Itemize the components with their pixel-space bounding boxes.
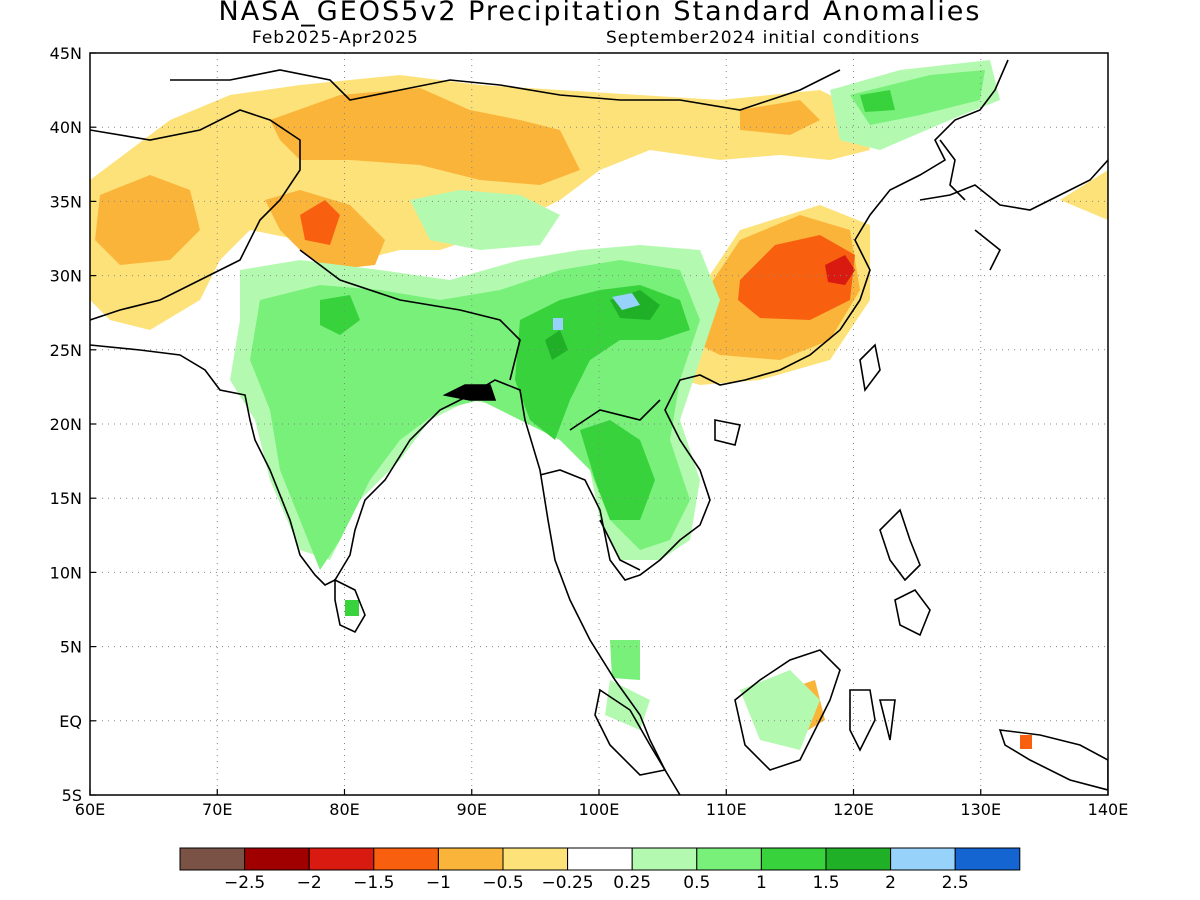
coastlines xyxy=(90,59,1108,795)
colorbar-swatch xyxy=(244,847,310,871)
central-asia-borders xyxy=(90,109,301,321)
colorbar: −2.5 −2 −1.5 −1 −0.5 −0.25 0.25 0.5 1 1.5 2 2.5 xyxy=(179,847,1021,893)
lat-tick-label: 25N xyxy=(50,341,82,360)
colorbar-swatch xyxy=(437,847,504,871)
taiwan-outline xyxy=(859,343,881,392)
colorbar-label: −2 xyxy=(297,873,322,893)
grid-lines xyxy=(90,53,1108,795)
anomaly-strong-dry xyxy=(300,200,1032,749)
colorbar-swatch xyxy=(631,847,698,871)
lon-tick-label: 110E xyxy=(706,800,747,819)
colorbar-swatch xyxy=(696,847,762,871)
hainan-outline xyxy=(714,419,741,446)
korea-outline xyxy=(939,139,966,201)
lon-tick-label: 60E xyxy=(75,800,105,819)
latitude-axis: 45N 40N 35N 30N 25N 20N 15N 10N 5N EQ 5S xyxy=(50,44,96,805)
bangladesh-delta xyxy=(442,384,497,401)
indochina-borders xyxy=(569,399,661,571)
initial-conditions: September2024 initial conditions xyxy=(606,28,921,48)
colorbar-label: −2.5 xyxy=(224,873,265,893)
longitude-axis: 60E 70E 80E 90E 100E 110E 120E 130E 140E xyxy=(75,789,1129,819)
forecast-period: Feb2025-Apr2025 xyxy=(252,28,419,48)
colorbar-swatch xyxy=(308,847,375,871)
lat-tick-label: 5S xyxy=(62,786,82,805)
colorbar-swatch xyxy=(567,847,633,871)
colorbar-swatch xyxy=(825,847,892,871)
sri-lanka-outline xyxy=(334,578,366,634)
colorbar-label: −0.25 xyxy=(542,873,594,893)
map-title: NASA_GEOS5v2 Precipitation Standard Anom… xyxy=(218,0,982,27)
colorbar-label: 2 xyxy=(885,873,896,893)
philippines-outline xyxy=(879,508,931,637)
colorbar-label: 2.5 xyxy=(942,873,969,893)
lat-tick-label: 15N xyxy=(50,489,82,508)
northern-borders xyxy=(170,69,841,111)
new-guinea-outline xyxy=(998,729,1108,791)
lat-tick-label: 5N xyxy=(60,638,82,657)
lon-tick-label: 100E xyxy=(579,800,620,819)
borneo-outline xyxy=(734,649,841,771)
sulawesi-outline xyxy=(849,689,896,752)
lon-tick-label: 130E xyxy=(960,800,1001,819)
colorbar-label: 1 xyxy=(756,873,767,893)
lon-tick-label: 80E xyxy=(329,800,359,819)
colorbar-label: 0.5 xyxy=(683,873,710,893)
colorbar-label: 0.25 xyxy=(613,873,651,893)
colorbar-swatch xyxy=(373,847,439,871)
lat-tick-label: 10N xyxy=(50,563,82,582)
lon-tick-label: 120E xyxy=(833,800,874,819)
lat-tick-label: 30N xyxy=(50,267,82,286)
lat-tick-label: 20N xyxy=(50,415,82,434)
lat-tick-label: 35N xyxy=(50,192,82,211)
lon-tick-label: 70E xyxy=(202,800,232,819)
colorbar-label: 1.5 xyxy=(812,873,839,893)
colorbar-label: −0.5 xyxy=(482,873,523,893)
colorbar-swatch xyxy=(954,847,1021,871)
lon-tick-label: 90E xyxy=(457,800,487,819)
lat-tick-label: 45N xyxy=(50,44,82,63)
lon-tick-label: 140E xyxy=(1088,800,1129,819)
colorbar-swatch xyxy=(760,847,827,871)
lat-tick-label: EQ xyxy=(59,712,82,731)
colorbar-swatch xyxy=(890,847,956,871)
colorbar-label: −1 xyxy=(426,873,451,893)
anomaly-field xyxy=(90,60,1108,750)
anomaly-extreme-wet xyxy=(553,293,640,330)
lat-tick-label: 40N xyxy=(50,118,82,137)
japan-outline xyxy=(919,159,1108,271)
sumatra-outline xyxy=(594,688,667,776)
himalaya-border xyxy=(299,249,521,381)
colorbar-label: −1.5 xyxy=(353,873,394,893)
anomaly-very-strong-dry xyxy=(825,255,855,285)
colorbar-swatch xyxy=(179,847,246,871)
colorbar-swatch xyxy=(502,847,569,871)
